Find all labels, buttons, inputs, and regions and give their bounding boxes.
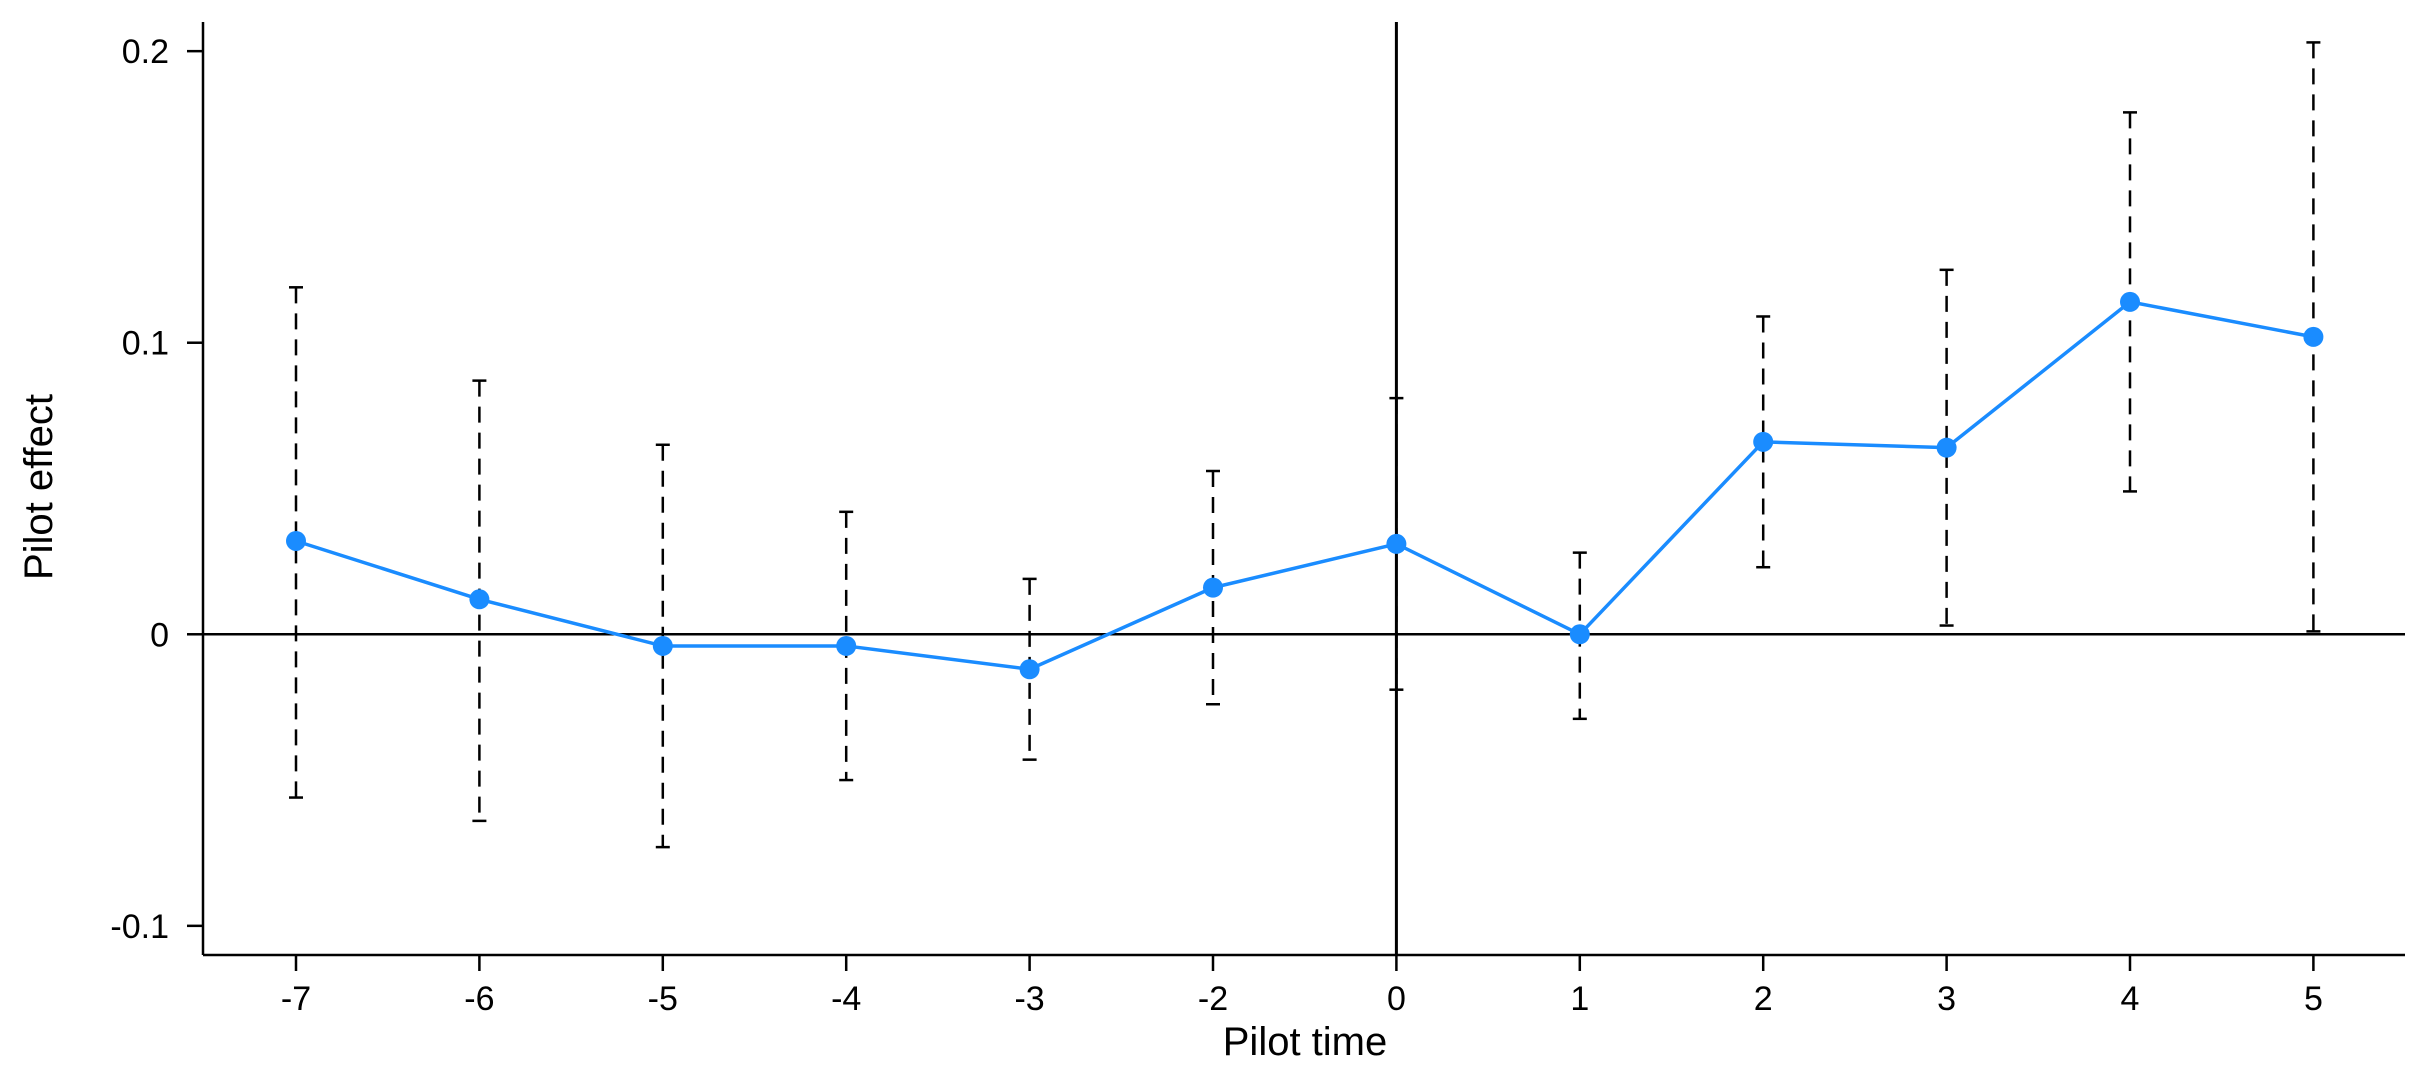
- reference-lines: [203, 22, 2405, 955]
- y-tick-label: 0: [150, 616, 169, 654]
- confidence-intervals: [289, 41, 2321, 849]
- data-point: [836, 635, 857, 656]
- y-tick-label: -0.1: [110, 908, 169, 946]
- x-tick-label: 2: [1754, 980, 1773, 1018]
- x-tick-label: 3: [1937, 980, 1956, 1018]
- data-point: [2303, 326, 2324, 347]
- tick-labels: -0.1 0 0.1 0.2 -7 -6 -5 -4 -3 -2 0 1 2 3 4 5: [110, 33, 2322, 1018]
- y-tick-label: 0.2: [122, 33, 169, 71]
- x-tick-label: -2: [1198, 980, 1228, 1018]
- data-point: [469, 589, 490, 610]
- data-point: [2120, 291, 2140, 312]
- data-point: [1936, 437, 1957, 458]
- data-point: [286, 530, 306, 551]
- x-tick-label: 5: [2304, 980, 2323, 1018]
- x-tick-label: -7: [281, 980, 311, 1018]
- data-point: [1203, 577, 1223, 598]
- data-series: [286, 291, 2324, 680]
- series-line: [295, 300, 2314, 672]
- x-tick-label: 1: [1570, 980, 1589, 1018]
- data-point: [1753, 431, 1774, 452]
- data-point: [1386, 533, 1407, 554]
- data-point: [1569, 624, 1590, 645]
- data-point: [1019, 659, 1040, 680]
- axes: [187, 22, 2405, 971]
- x-tick-label: 0: [1387, 980, 1406, 1018]
- y-axis-title: Pilot effect: [17, 394, 61, 580]
- x-tick-label: -4: [831, 980, 861, 1018]
- x-tick-label: -6: [464, 980, 494, 1018]
- x-tick-label: -5: [648, 980, 678, 1018]
- x-axis-title: Pilot time: [1223, 1020, 1388, 1064]
- x-tick-label: -3: [1014, 980, 1044, 1018]
- x-tick-label: 4: [2121, 980, 2140, 1018]
- data-point: [652, 635, 673, 656]
- y-tick-label: 0.1: [122, 325, 169, 363]
